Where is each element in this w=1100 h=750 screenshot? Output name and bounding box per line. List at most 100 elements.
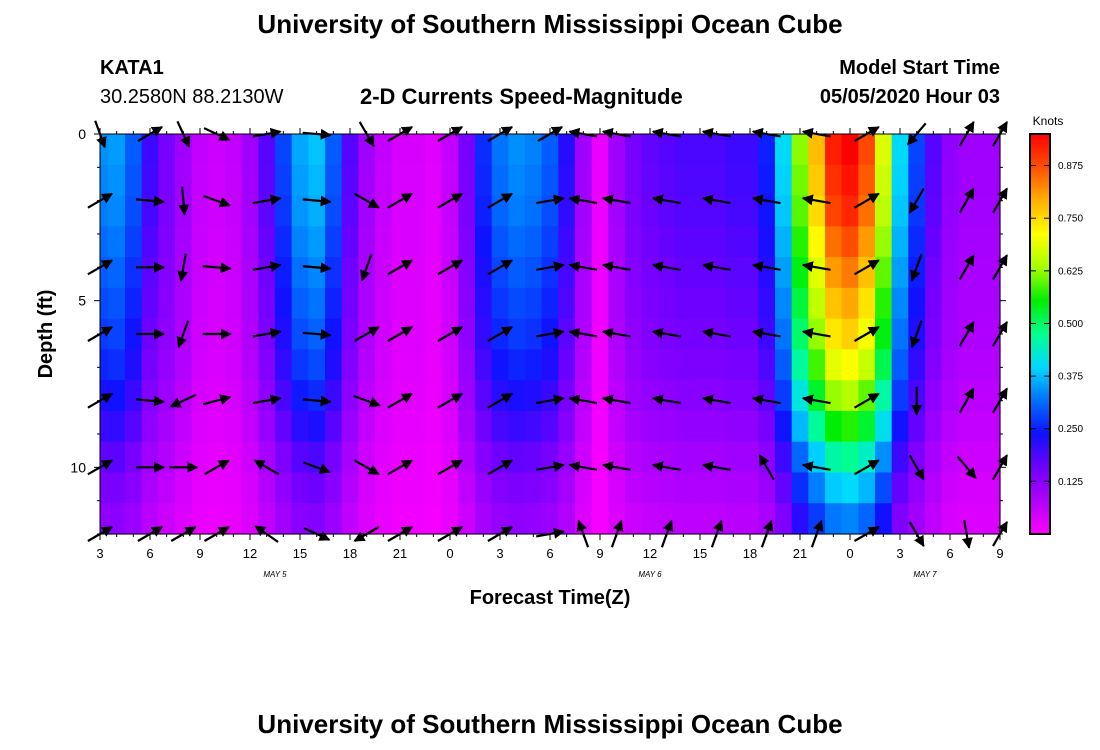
heatmap-cell <box>808 287 826 320</box>
heatmap-cell <box>658 380 676 412</box>
heatmap-cell <box>391 257 409 289</box>
heatmap-cell <box>508 503 526 535</box>
heatmap-cell <box>391 164 409 197</box>
heatmap-cell <box>225 441 243 474</box>
heatmap-cell <box>541 134 559 166</box>
current-vector <box>958 320 975 347</box>
heatmap-cell <box>258 380 276 412</box>
heatmap-cell <box>458 380 476 412</box>
heatmap-cell <box>925 441 943 474</box>
heatmap-cell <box>641 349 659 381</box>
heatmap-cell <box>458 134 476 166</box>
current-vector <box>908 454 925 481</box>
current-vector <box>387 192 414 209</box>
heatmap-cell <box>625 164 643 197</box>
heatmap-cell <box>625 441 643 474</box>
heatmap-cell <box>291 164 309 197</box>
heatmap-cell <box>875 441 893 474</box>
heatmap-cell <box>975 226 993 258</box>
heatmap-cell <box>725 257 743 289</box>
heatmap-cell <box>558 410 576 443</box>
model-start-value: 05/05/2020 Hour 03 <box>819 86 1000 108</box>
heatmap-cell <box>108 441 126 474</box>
heatmap-cell <box>275 349 293 381</box>
heatmap-cell <box>741 164 759 197</box>
heatmap-cell <box>525 441 543 474</box>
heatmap-cell <box>391 349 409 381</box>
current-vector <box>437 192 464 209</box>
heatmap-cell <box>475 164 493 197</box>
heatmap-cell <box>591 195 609 227</box>
heatmap-cell <box>925 472 943 504</box>
heatmap-cell <box>508 410 526 443</box>
heatmap-cell <box>391 410 409 443</box>
heatmap-cell <box>191 349 209 381</box>
heatmap-cell <box>525 380 543 412</box>
current-vector <box>853 459 880 476</box>
heatmap-cell <box>125 472 143 504</box>
current-vector <box>956 455 977 479</box>
heatmap-cell <box>408 226 426 258</box>
heatmap-cell <box>475 410 493 443</box>
heatmap-cell <box>941 503 959 535</box>
heatmap-cell <box>691 287 709 320</box>
heatmap-cell <box>191 472 209 504</box>
heatmap-cell <box>141 349 159 381</box>
heatmap-cell <box>491 164 509 197</box>
heatmap-cell <box>308 410 326 443</box>
heatmap-cell <box>158 257 176 289</box>
heatmap-cell <box>675 318 693 350</box>
heatmap-cell <box>425 441 443 474</box>
heatmap-cell <box>408 195 426 227</box>
x-tick-label: 18 <box>743 546 757 561</box>
heatmap-cell <box>441 257 459 289</box>
heatmap-cell <box>141 226 159 258</box>
heatmap-cell <box>741 134 759 166</box>
heatmap-cell <box>108 503 126 535</box>
heatmap-cell <box>458 503 476 535</box>
heatmap-cell <box>275 134 293 166</box>
heatmap-cell <box>408 287 426 320</box>
current-vector <box>601 461 631 473</box>
heatmap-cell <box>758 164 776 197</box>
heatmap-cell <box>808 503 826 535</box>
heatmap-cell <box>191 164 209 197</box>
current-vector <box>136 195 165 207</box>
current-vector <box>353 192 380 209</box>
heatmap-cell <box>691 472 709 504</box>
heatmap-cell <box>291 134 309 166</box>
heatmap-cell <box>941 380 959 412</box>
heatmap-cell <box>341 164 359 197</box>
heatmap-cell <box>125 164 143 197</box>
heatmap-cell <box>341 195 359 227</box>
heatmap-cell <box>708 164 726 197</box>
heatmap-cell <box>308 503 326 535</box>
heatmap-cell <box>758 257 776 289</box>
heatmap-cell <box>475 257 493 289</box>
heatmap-cell <box>675 287 693 320</box>
heatmap-cell <box>308 164 326 197</box>
heatmap-cell <box>858 164 876 197</box>
heatmap-cell <box>825 318 843 350</box>
heatmap-cell <box>875 134 893 166</box>
heatmap-cell <box>258 472 276 504</box>
heatmap-cell <box>275 410 293 443</box>
heatmap-cell <box>225 164 243 197</box>
heatmap-cell <box>525 472 543 504</box>
heatmap-cell <box>100 503 109 535</box>
heatmap-cell <box>425 472 443 504</box>
heatmap-cell <box>341 257 359 289</box>
heatmap-cell <box>125 380 143 412</box>
heatmap-cell <box>275 195 293 227</box>
heatmap-cell <box>708 257 726 289</box>
heatmap-cell <box>491 287 509 320</box>
heatmap-cell <box>508 134 526 166</box>
heatmap-cell <box>375 503 393 535</box>
heatmap-cell <box>975 134 993 166</box>
heatmap-cell <box>125 195 143 227</box>
current-vector <box>202 394 232 406</box>
heatmap-cell <box>391 472 409 504</box>
heatmap-cell <box>858 349 876 381</box>
heatmap-cell <box>191 195 209 227</box>
current-vector <box>302 262 332 274</box>
